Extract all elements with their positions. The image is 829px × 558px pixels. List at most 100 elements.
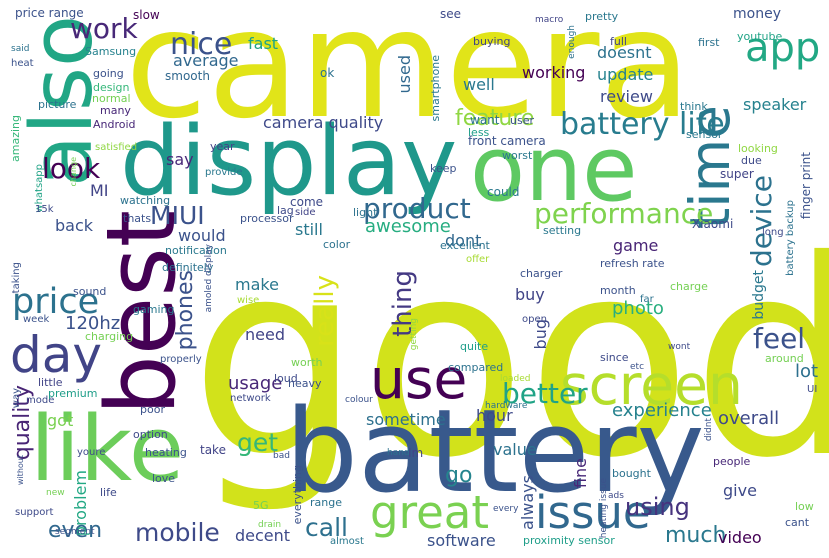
- word-slow: slow: [133, 8, 160, 22]
- word-nice: nice: [170, 27, 233, 62]
- word-charging: charging: [85, 330, 134, 343]
- word-update: update: [597, 65, 654, 84]
- word-charger: charger: [520, 267, 563, 280]
- word-doesnt: doesnt: [597, 43, 652, 62]
- word-well: well: [463, 75, 495, 94]
- word-loud: loud: [274, 372, 298, 385]
- word-speaker: speaker: [743, 95, 807, 114]
- word-keep: keep: [430, 162, 457, 175]
- word-think: think: [680, 100, 708, 113]
- word-take: take: [200, 443, 226, 457]
- word-phones: phones: [173, 270, 198, 351]
- word-could: could: [487, 185, 520, 199]
- word-issue: issue: [535, 486, 651, 539]
- word-one: one: [470, 117, 638, 222]
- word-loaded: loaded: [500, 374, 531, 384]
- word-experience: experience: [612, 400, 712, 421]
- word-smooth: smooth: [165, 69, 210, 83]
- word-dont: dont: [445, 231, 482, 250]
- word-really: really: [310, 275, 340, 347]
- word-less: less: [468, 126, 490, 139]
- word-sometime: sometime: [366, 410, 446, 429]
- word-bought: bought: [612, 467, 651, 480]
- word-side: side: [295, 207, 316, 218]
- word-almost: almost: [330, 536, 364, 547]
- word-get: get: [237, 428, 279, 457]
- word-etc: etc: [630, 362, 645, 372]
- word-long: long: [762, 227, 784, 238]
- word-screen: screen: [560, 353, 743, 417]
- word-even: even: [48, 518, 103, 543]
- word-photo: photo: [612, 298, 664, 319]
- word-super: super: [720, 167, 754, 181]
- word-review: review: [600, 87, 653, 106]
- word-product: product: [363, 192, 471, 225]
- word-camera-quality: camera quality: [263, 113, 384, 132]
- word-15k: 15k: [35, 204, 54, 215]
- word-didnt: didnt: [704, 418, 714, 442]
- word-ui: UI: [807, 384, 818, 395]
- word-mode: mode: [26, 395, 55, 406]
- word-used: used: [395, 55, 414, 94]
- word-picture: picture: [38, 98, 77, 111]
- word-user: user: [510, 114, 534, 127]
- word-normal: normal: [92, 92, 131, 105]
- word-want: want: [470, 113, 500, 127]
- word-5g: 5G: [253, 499, 269, 512]
- word-hardware: hardware: [485, 401, 528, 411]
- word-usage: usage: [228, 373, 283, 394]
- word-feel: feel: [753, 322, 806, 355]
- word-compared: compared: [448, 361, 504, 374]
- word-would: would: [178, 226, 226, 245]
- word-buy: buy: [515, 285, 545, 304]
- word-battery-life: battery life: [560, 107, 725, 142]
- word-color: color: [323, 238, 351, 251]
- word-got: got: [47, 411, 74, 430]
- word-proximity-sensor: proximity sensor: [523, 534, 615, 547]
- word-colour: colour: [345, 395, 373, 405]
- word-working: working: [522, 63, 586, 82]
- word-due: due: [741, 154, 762, 167]
- word-since: since: [600, 351, 629, 364]
- word-device: device: [745, 175, 778, 267]
- word-call: call: [305, 513, 348, 542]
- word-macro: macro: [535, 15, 564, 25]
- word-segment: segment: [55, 527, 95, 537]
- word-value: value: [493, 440, 537, 459]
- word-without: without: [16, 455, 25, 486]
- word-front-camera: front camera: [468, 134, 546, 148]
- word-give: give: [723, 481, 757, 500]
- word-im: Im: [408, 446, 424, 460]
- word-heating: heating: [145, 446, 187, 459]
- word-come: come: [290, 195, 324, 209]
- word-change: change: [69, 157, 78, 187]
- word-watching: watching: [120, 194, 171, 207]
- word-wont: wont: [668, 342, 691, 352]
- word-look: look: [42, 152, 101, 185]
- word-new: new: [46, 488, 65, 498]
- word-software: software: [427, 531, 496, 550]
- word-wise: wise: [237, 295, 260, 306]
- word-need: need: [245, 325, 285, 344]
- word-video: video: [718, 528, 762, 547]
- word-people: people: [713, 455, 751, 468]
- word-refresh-rate: refresh rate: [600, 257, 665, 270]
- word-average: average: [173, 51, 239, 70]
- word-every: every: [493, 504, 519, 514]
- word-option: option: [133, 428, 168, 441]
- word-game: game: [613, 236, 659, 255]
- word-back: back: [55, 216, 94, 235]
- word-gaming: gaming: [133, 303, 175, 316]
- word-say: say: [166, 150, 194, 169]
- word-see: see: [440, 7, 462, 21]
- word-network: network: [230, 393, 271, 404]
- word-going: going: [93, 67, 124, 80]
- word-sound: sound: [73, 285, 107, 298]
- word-lag: lag: [277, 204, 294, 217]
- word-enough: enough: [567, 25, 577, 59]
- word-camera: camera: [125, 0, 692, 152]
- word-range: range: [310, 496, 342, 509]
- word-like: like: [30, 397, 185, 502]
- word-cant: cant: [785, 516, 810, 529]
- word-far: far: [640, 294, 654, 305]
